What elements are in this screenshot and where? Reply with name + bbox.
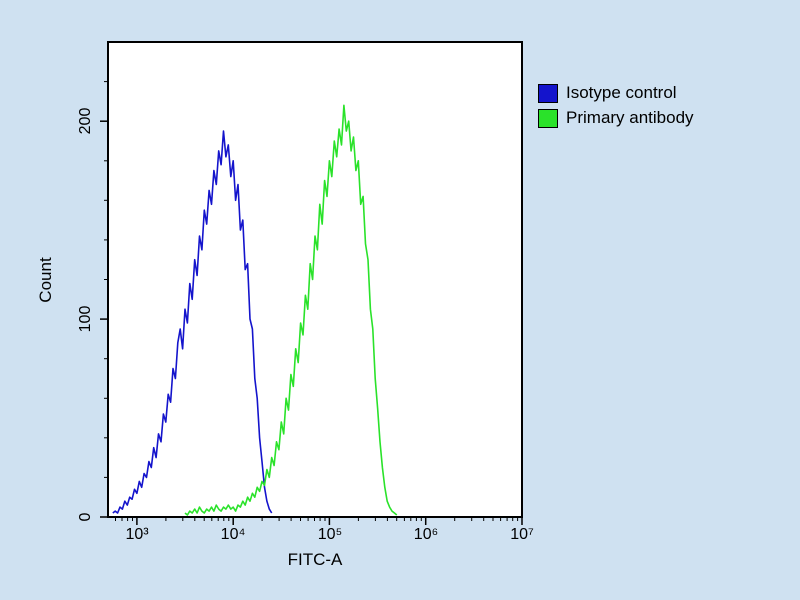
y-tick-label-100: 100 <box>77 305 94 333</box>
isotype-control-label: Isotype control <box>566 83 677 103</box>
x-tick-label-1e5: 10⁵ <box>317 526 343 543</box>
plot-area <box>107 41 523 518</box>
x-axis-title: FITC-A <box>287 550 343 569</box>
legend-item-isotype-control: Isotype control <box>538 83 694 103</box>
y-tick-label-0: 0 <box>77 512 94 522</box>
x-tick-label-1e4: 10⁴ <box>220 526 246 543</box>
y-axis-title: Count <box>36 257 55 303</box>
primary-antibody-swatch <box>538 109 558 128</box>
primary-antibody-label: Primary antibody <box>566 108 694 128</box>
y-tick-label-200: 200 <box>77 107 94 135</box>
isotype-control-swatch <box>538 84 558 103</box>
legend-item-primary-antibody: Primary antibody <box>538 108 694 128</box>
curve-isotype-control <box>112 130 273 514</box>
x-tick-label-1e6: 10⁶ <box>413 526 439 543</box>
legend: Isotype control Primary antibody <box>538 83 694 128</box>
x-tick-label-1e7: 10⁷ <box>510 526 534 543</box>
curve-primary-antibody <box>184 104 398 516</box>
x-tick-label-1e3: 10³ <box>125 526 149 543</box>
